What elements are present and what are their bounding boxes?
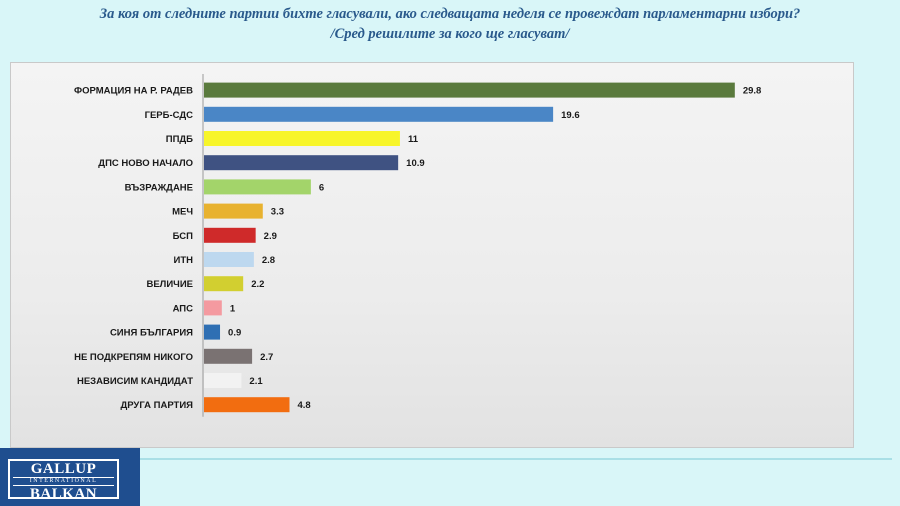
category-label: СИНЯ БЪЛГАРИЯ <box>110 328 193 339</box>
bar <box>204 373 242 388</box>
footer-divider <box>140 458 892 460</box>
bar-chart: ФОРМАЦИЯ НА Р. РАДЕВ 29.8 ГЕРБ-СДС 19.6 ППДБ… <box>74 74 762 417</box>
data-label: 1 <box>230 303 236 314</box>
bar <box>204 227 256 243</box>
data-label: 2.2 <box>251 279 264 290</box>
bar <box>204 131 400 146</box>
data-label: 0.9 <box>228 328 241 339</box>
category-label: ИТН <box>174 255 194 266</box>
chart-title-block: За коя от следните партии бихте гласувал… <box>0 4 900 44</box>
category-label: ВЪЗРАЖДАНЕ <box>125 182 193 193</box>
category-label: БСП <box>173 231 194 242</box>
data-label: 2.1 <box>249 376 263 387</box>
category-label: МЕЧ <box>172 207 193 218</box>
data-label: 19.6 <box>561 110 580 121</box>
category-label: ГЕРБ-СДС <box>145 110 194 121</box>
data-label: 3.3 <box>271 207 284 218</box>
bar <box>204 179 311 195</box>
bar <box>204 324 221 340</box>
data-label: 2.9 <box>264 231 277 242</box>
bar <box>204 397 290 413</box>
gallup-logo: GALLUP INTERNATIONAL BALKAN <box>0 448 140 506</box>
chart-title: За коя от следните партии бихте гласувал… <box>99 6 801 22</box>
data-label: 4.8 <box>298 400 311 411</box>
chart-panel: ФОРМАЦИЯ НА Р. РАДЕВ 29.8 ГЕРБ-СДС 19.6 ППДБ… <box>10 62 854 448</box>
category-label: ДРУГА ПАРТИЯ <box>120 400 193 411</box>
category-label: НЕ ПОДКРЕПЯМ НИКОГО <box>74 352 193 363</box>
category-label: АПС <box>173 303 194 314</box>
logo-text-top: GALLUP <box>30 461 97 477</box>
bar <box>204 276 244 292</box>
data-label: 10.9 <box>406 158 425 169</box>
bar <box>204 348 253 364</box>
data-label: 2.7 <box>260 352 273 363</box>
category-label: ВЕЛИЧИЕ <box>146 279 193 290</box>
data-label: 11 <box>408 134 419 145</box>
data-label: 29.8 <box>743 86 762 97</box>
category-label: ДПС НОВО НАЧАЛО <box>98 158 193 169</box>
category-label: НЕЗАВИСИМ КАНДИДАТ <box>77 376 193 387</box>
logo-text-bottom: BALKAN <box>29 486 98 502</box>
bar <box>204 300 222 316</box>
bar <box>204 155 399 171</box>
bar <box>204 106 554 122</box>
logo-frame: GALLUP INTERNATIONAL BALKAN <box>8 459 119 502</box>
category-label: ФОРМАЦИЯ НА Р. РАДЕВ <box>74 86 193 97</box>
logo-text-middle: INTERNATIONAL <box>13 477 114 486</box>
bar <box>204 203 263 219</box>
data-label: 2.8 <box>262 255 275 266</box>
bar <box>204 82 735 98</box>
data-label: 6 <box>319 182 324 193</box>
category-label: ППДБ <box>166 134 193 145</box>
bar <box>204 252 254 267</box>
chart-subtitle: /Сред решилите за кого ще гласуват/ <box>330 26 570 42</box>
